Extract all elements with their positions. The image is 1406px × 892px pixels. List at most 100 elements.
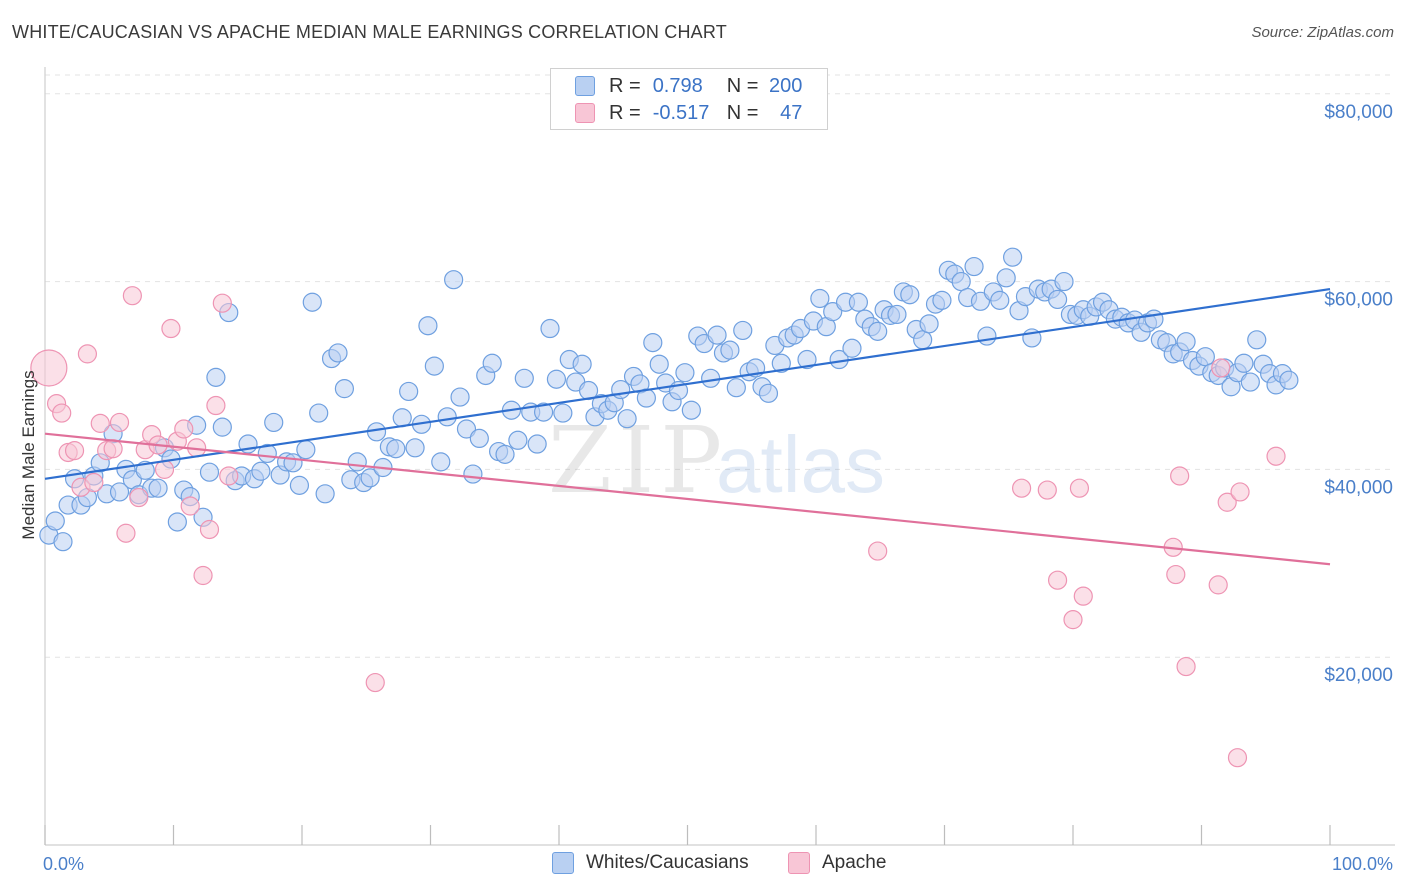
whites-point [649, 354, 669, 374]
whites-point [315, 484, 335, 504]
whites-point [135, 460, 155, 480]
whites-point [437, 407, 457, 427]
whites-point [758, 383, 779, 403]
apache-point [1176, 656, 1196, 677]
whites-point [977, 326, 997, 346]
apache-point [30, 349, 68, 387]
y-tick-label: $80,000 [1324, 102, 1393, 123]
whites-point [482, 353, 502, 373]
apache-trend-line [44, 432, 1331, 566]
apache-point [1208, 575, 1228, 595]
whites-point [720, 340, 740, 360]
apache-point [1037, 480, 1057, 500]
y-axis-title: Median Male Earnings [19, 370, 38, 539]
apache-point [1069, 478, 1090, 498]
whites-point [868, 321, 888, 341]
apache-point [1170, 466, 1190, 486]
y-tick-label: $60,000 [1324, 290, 1393, 311]
whites-point [405, 438, 425, 458]
apache-point [109, 412, 130, 433]
whites-point [418, 316, 438, 336]
apache-point [122, 286, 142, 306]
apache-point [1217, 492, 1237, 512]
whites-point [970, 291, 991, 311]
whites-point [212, 417, 232, 437]
apache-point [90, 413, 110, 433]
apache-point [199, 519, 220, 540]
whites-point [913, 330, 933, 350]
apache-point [174, 419, 194, 439]
whites-point [900, 285, 920, 305]
whites-point [109, 482, 130, 502]
legend-swatch-whites [552, 852, 574, 874]
whites-point [951, 271, 971, 292]
apache-point [84, 472, 104, 493]
watermark-atlas: atlas [716, 420, 885, 509]
watermark: ZIP atlas [548, 407, 885, 514]
apache-point [64, 441, 85, 461]
whites-point [533, 402, 554, 422]
apache-point [1011, 478, 1032, 498]
apache-point [129, 487, 149, 508]
whites-point [45, 511, 65, 531]
whites-point [701, 368, 721, 388]
axes [44, 67, 1395, 846]
whites-trend-line [44, 288, 1331, 480]
whites-point [823, 302, 843, 322]
whites-point [399, 381, 419, 402]
whites-point [540, 318, 560, 339]
whites-point [797, 349, 817, 370]
series-whites-points [39, 247, 1299, 552]
apache-point [193, 565, 213, 586]
whites-point [617, 409, 637, 429]
whites-point [996, 268, 1016, 288]
legend-item-apache[interactable]: Apache [788, 852, 886, 874]
whites-point [309, 403, 329, 423]
whites-point [643, 333, 663, 353]
apache-point [103, 439, 123, 459]
whites-point [1247, 330, 1267, 350]
whites-point [360, 468, 380, 488]
whites-point [302, 292, 322, 312]
x-tick-label: 100.0% [1332, 854, 1393, 874]
whites-point [431, 452, 451, 472]
whites-point [424, 356, 444, 376]
whites-point [206, 367, 226, 387]
whites-point [707, 325, 727, 345]
apache-point [206, 395, 226, 416]
apache-point [1266, 446, 1286, 466]
apache-point [868, 541, 888, 561]
apache-point [52, 403, 72, 423]
legend-item-whites[interactable]: Whites/Caucasians [552, 852, 749, 874]
whites-point [919, 314, 939, 334]
whites-point [990, 290, 1010, 310]
whites-point [572, 354, 592, 374]
whites-point [733, 320, 753, 341]
whites-point [1195, 347, 1215, 367]
whites-point [1240, 372, 1260, 392]
whites-point [148, 478, 168, 498]
whites-point [964, 256, 984, 277]
whites-point [257, 443, 277, 464]
whites-point [167, 512, 187, 532]
whites-point [264, 412, 284, 433]
x-tick-label: 0.0% [43, 854, 84, 874]
whites-point [469, 428, 489, 449]
whites-point [463, 464, 483, 484]
whites-point [726, 378, 746, 398]
whites-point [1144, 309, 1164, 329]
apache-point [212, 293, 232, 313]
tick-labels: $20,000 $40,000 $60,000 $80,000 0.0% 100.0% [43, 102, 1393, 874]
legend-r-value: 0.798 [652, 74, 703, 97]
apache-point [77, 344, 98, 364]
legend-swatch-whites [575, 76, 595, 96]
apache-point [1166, 564, 1186, 585]
whites-point [527, 434, 547, 454]
whites-point [514, 368, 534, 388]
watermark-zip: ZIP [548, 407, 728, 514]
legend-n-value: 47 [780, 101, 803, 124]
apache-point [161, 318, 181, 339]
whites-point [456, 419, 477, 439]
legend-row-whites: R = 0.798 N = 200 [575, 73, 802, 99]
